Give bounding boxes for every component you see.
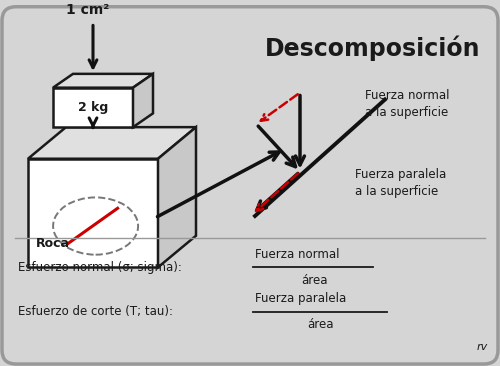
- Text: área: área: [307, 318, 333, 331]
- Text: Descomposición: Descomposición: [264, 36, 480, 61]
- Text: Roca: Roca: [36, 236, 70, 250]
- Text: 1 cm²: 1 cm²: [66, 3, 110, 16]
- Polygon shape: [53, 74, 153, 88]
- Text: área: área: [301, 274, 327, 287]
- FancyBboxPatch shape: [2, 7, 498, 364]
- Polygon shape: [133, 74, 153, 127]
- Polygon shape: [28, 127, 196, 159]
- Polygon shape: [158, 127, 196, 267]
- Text: Fuerza paralela: Fuerza paralela: [255, 292, 346, 305]
- Text: 2 kg: 2 kg: [78, 101, 108, 114]
- Text: Fuerza paralela
a la superficie: Fuerza paralela a la superficie: [355, 168, 446, 198]
- Polygon shape: [53, 88, 133, 127]
- Text: Fuerza normal: Fuerza normal: [255, 248, 340, 261]
- Polygon shape: [28, 159, 158, 267]
- Text: Esfuerzo de corte (T; tau):: Esfuerzo de corte (T; tau):: [18, 305, 173, 318]
- Text: Esfuerzo normal (σ; sigma):: Esfuerzo normal (σ; sigma):: [18, 261, 182, 274]
- Text: Fuerza normal
a la superficie: Fuerza normal a la superficie: [365, 89, 450, 119]
- Text: rv: rv: [477, 342, 488, 352]
